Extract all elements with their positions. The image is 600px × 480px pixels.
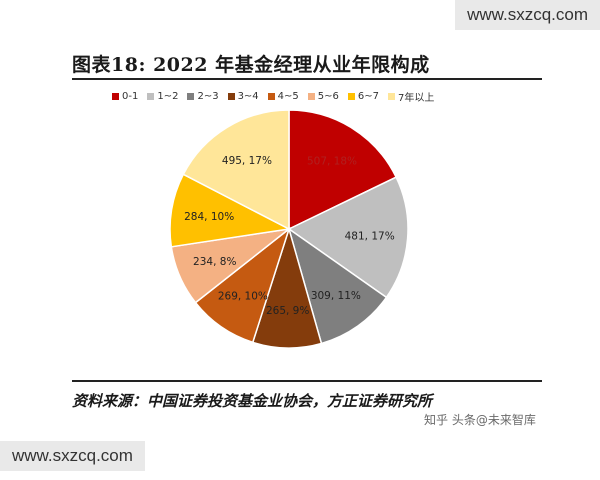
legend-swatch — [267, 93, 275, 100]
pie-data-label: 284, 10% — [184, 211, 234, 223]
legend-label: 1~2 — [157, 91, 179, 102]
source-rule — [72, 380, 542, 382]
legend-label: 3~4 — [237, 91, 259, 102]
legend-label: 0-1 — [122, 91, 139, 102]
pie-slice — [287, 176, 409, 299]
legend-item: 7年以上 — [388, 89, 434, 104]
legend-swatch — [227, 93, 235, 100]
legend-label: 2~3 — [197, 91, 219, 102]
watermark-bottom: www.sxzcq.com — [0, 441, 145, 471]
pie-data-label: 269, 10% — [218, 290, 268, 302]
legend-item: 2~3 — [187, 91, 219, 102]
legend-swatch — [147, 93, 155, 100]
pie-data-label: 495, 17% — [222, 155, 272, 167]
pie-slice — [169, 173, 292, 248]
legend-item: 5~6 — [307, 91, 339, 102]
chart-title: 图表18: 2022 年基金经理从业年限构成 — [72, 54, 430, 76]
legend-label: 4~5 — [277, 91, 299, 102]
pie-data-label: 481, 17% — [345, 231, 395, 243]
legend-label: 7年以上 — [398, 93, 435, 104]
legend-item: 1~2 — [147, 91, 178, 102]
legend-item: 3~4 — [227, 91, 259, 102]
legend-label: 5~6 — [317, 91, 339, 102]
legend-item: 6~7 — [347, 91, 379, 102]
pie-data-label: 234, 8% — [193, 256, 236, 268]
legend-item: 0-1 — [112, 91, 138, 102]
legend-swatch — [347, 93, 355, 100]
legend-swatch — [307, 93, 315, 100]
legend-label: 6~7 — [357, 91, 379, 102]
pie-data-label: 507, 18% — [307, 155, 357, 167]
source-note: 资料来源：中国证券投资基金业协会，方正证券研究所 — [72, 392, 433, 410]
chart-legend: 0-1 1~2 2~3 3~4 4~5 5~6 6~7 7年以上 — [112, 89, 512, 104]
legend-swatch — [187, 93, 195, 100]
title-rule — [72, 78, 542, 80]
pie-data-label: 309, 11% — [311, 290, 361, 302]
pie-slice — [288, 109, 398, 231]
watermark-overlay: 知乎 头条@未来智库 — [424, 413, 536, 427]
legend-swatch — [112, 93, 119, 100]
pie-slice — [182, 109, 290, 231]
legend-item: 4~5 — [267, 91, 299, 102]
legend-swatch — [388, 93, 395, 100]
pie-data-label: 265, 9% — [266, 305, 309, 317]
watermark-top: www.sxzcq.com — [455, 0, 600, 30]
